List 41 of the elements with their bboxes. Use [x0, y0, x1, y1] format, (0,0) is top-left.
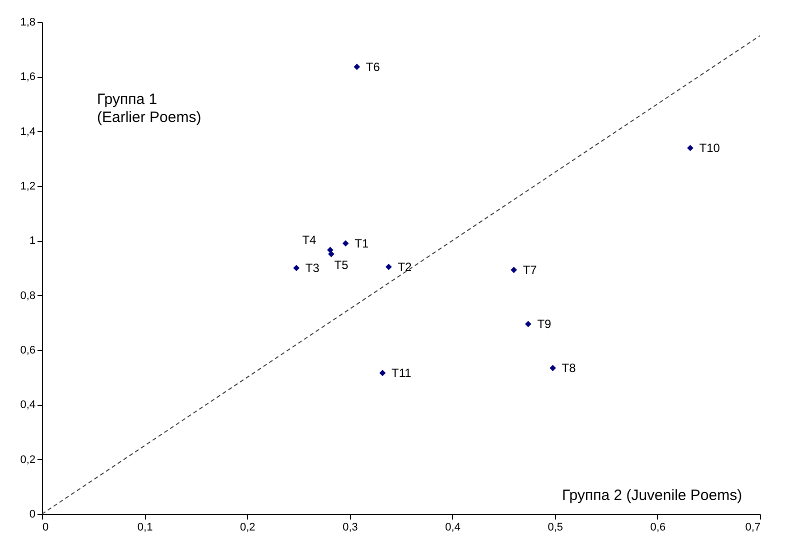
data-label: T6	[366, 60, 380, 74]
data-label: T2	[398, 260, 412, 274]
point	[687, 144, 694, 152]
y-tick-label: 1,2	[20, 180, 36, 192]
annotation: Группа 2 (Juvenile Poems)	[562, 487, 742, 504]
y-tick-label: 0,2	[20, 454, 36, 466]
annotation: Группа 1 (Earlier Poems)	[97, 91, 202, 126]
point	[510, 266, 517, 274]
point	[328, 250, 334, 258]
data-label: T9	[537, 317, 552, 332]
point	[525, 320, 532, 328]
y-tick-label: 0	[29, 508, 36, 520]
y-tick-label: 0,8	[20, 290, 36, 302]
data-label: T4	[302, 232, 317, 247]
y-tick-label: 1,6	[20, 71, 36, 84]
x-tick-label: 0,2	[240, 522, 256, 534]
data-label: T5	[334, 258, 349, 272]
x-tick-label: 0,6	[650, 522, 666, 534]
point	[293, 264, 300, 272]
data-label: T1	[354, 236, 369, 250]
y-tick-label: 1	[29, 235, 36, 248]
point	[342, 240, 349, 247]
point	[386, 264, 392, 270]
data-label: T3	[305, 261, 320, 275]
x-tick-label: 0,5	[548, 522, 564, 534]
x-tick-label: 0,7	[745, 522, 760, 534]
x-tick-label: 0,1	[137, 522, 153, 534]
x-tick-label: 0,3	[342, 522, 358, 534]
data-label: T7	[522, 262, 538, 277]
y-tick-label: 1,8	[20, 16, 36, 28]
data-label: T10	[699, 141, 720, 156]
y-tick-label: 0,4	[20, 399, 36, 412]
x-tick-label: 0	[42, 522, 49, 534]
point	[354, 64, 360, 70]
x-tick-label: 0,4	[445, 522, 460, 534]
data-label: T8	[562, 361, 576, 376]
point	[550, 364, 556, 372]
point	[379, 370, 386, 376]
data-label: T11	[392, 366, 412, 380]
y-tick-label: 0,6	[20, 344, 36, 356]
y-tick-label: 1,4	[20, 126, 36, 138]
